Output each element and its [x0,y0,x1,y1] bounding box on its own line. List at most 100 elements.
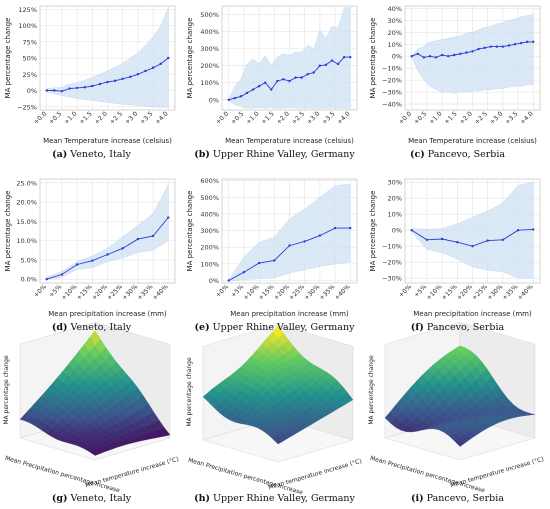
data-point [273,259,276,262]
x-tick-label: +10% [60,283,78,301]
y-axis-label: MA percentage change [186,18,194,99]
line-chart-c: −40%−30%−20%−10%0%10%20%30%40%+0.0 +0.5 +1… [369,5,541,145]
y-tick-label: 0% [27,87,37,95]
line-chart-d: 0.0%5.0%10.0%15.0%20.0%25.0%+0% +5%+10%+1… [4,178,176,318]
data-point [68,87,71,90]
plot-frame [39,5,176,111]
x-tick-label: +2.0 [458,110,474,126]
data-point [410,55,413,58]
data-point [45,277,48,281]
x-tick-label: +30% [303,283,321,301]
y-tick-label: 75% [23,38,37,46]
data-point [416,52,420,56]
data-point [264,81,267,84]
x-axis-label: Mean Temperature increase (celsius) [408,137,537,145]
x-tick-label: +35% [318,283,336,301]
data-point [144,69,147,73]
x-tick-label: +15% [75,283,93,301]
data-point [532,228,535,231]
x-axis-label: Mean precipitation increase (mm) [48,310,167,318]
x-tick-label: +3.0 [489,110,505,126]
y-tick-label: 10% [388,41,402,49]
data-point [159,62,162,66]
y-tick-label: −10% [382,65,402,73]
z-axis-label: MA percentage change [3,355,10,425]
data-point [422,56,426,59]
y-axis-label: MA percentage change [369,18,377,99]
data-point [245,91,249,95]
x-tick-label: +20% [91,283,109,301]
y-tick-label: 500% [200,11,219,19]
x-tick-label: +35% [136,283,154,301]
x-tick-label: +1.0 [245,110,261,126]
y-tick-label: 600% [200,177,219,185]
x-tick-label: +10% [242,283,260,301]
y-tick-label: −25% [17,103,37,111]
data-point [453,53,456,57]
x-tick-label: +25% [106,283,124,301]
caption-b: (b) Upper Rhine Valley, Germany [194,149,355,160]
x-tick-label: +0% [398,283,414,299]
data-point [312,71,315,74]
y-tick-label: 20% [388,29,402,37]
data-point [471,245,474,248]
data-point [167,56,170,60]
y-tick-label: 20.0% [16,199,37,207]
data-point [45,89,48,92]
y-axis-label: Mean temperature increase (°C) [268,458,363,491]
data-point [410,229,413,232]
x-tick-label: +0.5 [230,110,246,126]
data-point [513,43,517,46]
data-point [425,238,429,241]
y-tick-label: 100% [18,22,37,30]
data-point [428,55,432,58]
x-tick-label: +2.0 [275,110,291,126]
y-tick-label: 125% [18,6,37,14]
x-tick-label: +3.5 [139,110,155,126]
surface-plot-i: MA percentage change Mean Precipitation p… [368,321,545,494]
x-tick-label: +0.5 [413,110,429,126]
x-tick-label: +4.0 [336,110,352,126]
surface-facet [89,449,101,456]
x-tick-label: +30% [486,283,504,301]
data-point [233,96,237,100]
y-tick-label: 5.0% [20,256,37,264]
y-tick-label: 20% [388,195,402,203]
x-tick-label: +1.0 [63,110,79,126]
data-point [294,76,297,79]
line-chart-a: −25%0%25%50%75%100%125%+0.0 +0.5 +1.0 +1.5 +… [4,5,176,145]
data-point [60,273,64,276]
x-tick-label: +1.0 [428,110,444,126]
data-point [257,261,261,265]
confidence-band [46,7,169,108]
x-tick-label: +20% [456,283,474,301]
data-point [456,241,459,244]
plot-frame [404,178,541,284]
y-tick-label: −10% [382,243,402,251]
data-point [519,41,523,45]
plot-frame [221,5,358,111]
data-point [501,45,505,48]
caption-h: (h) Upper Rhine Valley, Germany [194,493,355,504]
x-tick-label: +15% [440,283,458,301]
y-tick-label: 25% [23,71,37,79]
y-tick-label: 500% [200,194,219,202]
x-tick-label: +0% [33,283,49,299]
y-tick-label: 50% [23,55,37,63]
x-tick-label: +0% [215,283,231,299]
y-tick-label: 400% [200,28,219,36]
data-point [91,259,94,262]
x-tick-label: +40% [333,283,351,301]
data-point [276,79,279,83]
data-point [151,66,155,69]
y-axis-label: MA percentage change [186,191,194,272]
y-tick-label: 200% [200,244,219,252]
data-point [342,55,346,59]
y-tick-label: −20% [382,259,402,267]
data-point [257,84,261,88]
data-point [318,64,322,67]
data-point [336,62,340,66]
x-tick-label: +3.5 [504,110,520,126]
y-axis-label: Mean temperature increase (°C) [85,456,180,489]
y-axis-label: MA percentage change [4,191,12,272]
